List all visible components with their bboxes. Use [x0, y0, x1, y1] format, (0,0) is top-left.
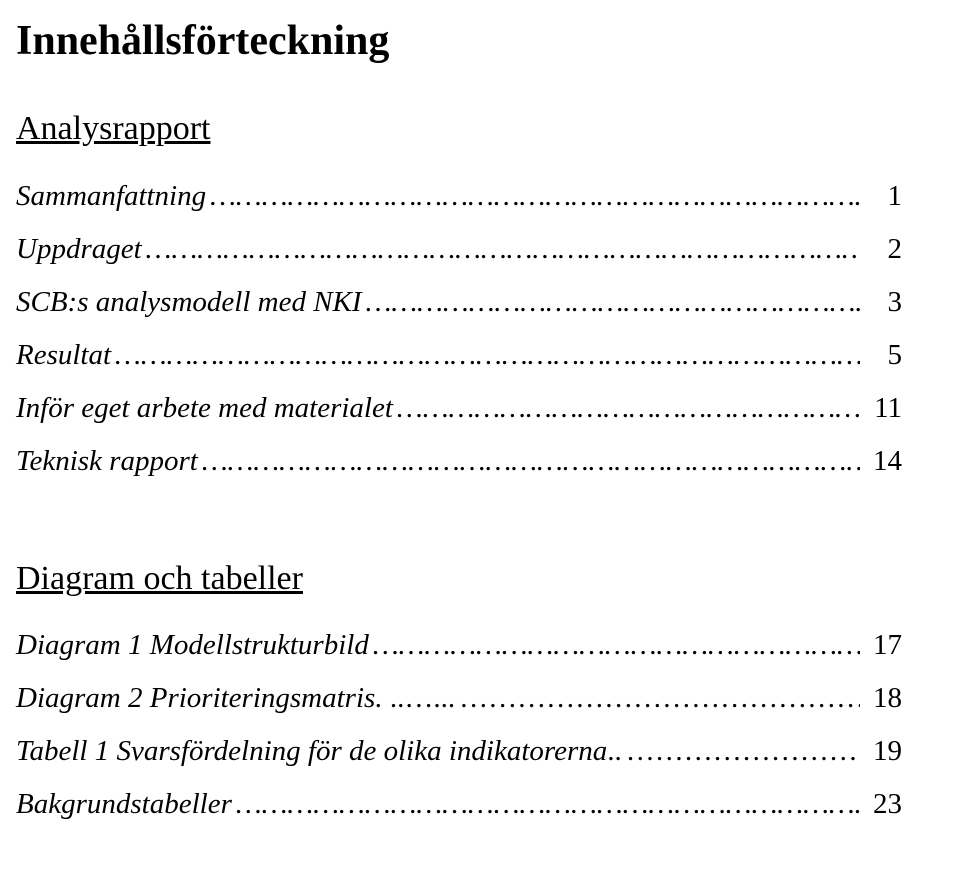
toc-leader: ……………………………………………………………………………………………: [111, 341, 860, 370]
toc-page-number: 14: [860, 447, 902, 476]
toc-leader: ……………………………………………………………………………………………: [206, 182, 860, 211]
toc-label: Tabell 1 Svarsfördelning för de olika in…: [16, 737, 622, 766]
toc-label: Diagram 2 Prioriteringsmatris. ..…...: [16, 684, 455, 713]
toc-entry-resultat: Resultat ……………………………………………………………………………………: [16, 341, 902, 370]
toc-leader: ……………………………………………………………………………………………: [362, 288, 860, 317]
toc-entry-infor-eget: Inför eget arbete med materialet ……………………: [16, 394, 902, 423]
toc-label: Uppdraget: [16, 235, 142, 264]
toc-leader: ……………………………………………………………………………………………: [455, 684, 860, 713]
toc-label: Teknisk rapport: [16, 447, 198, 476]
toc-entry-bakgrundstabeller: Bakgrundstabeller ……………………………………………………………: [16, 790, 902, 819]
toc-entry-diagram2: Diagram 2 Prioriteringsmatris. ..…... ………: [16, 684, 902, 713]
toc-entry-tabell1: Tabell 1 Svarsfördelning för de olika in…: [16, 737, 902, 766]
toc-label: Bakgrundstabeller: [16, 790, 232, 819]
toc-entry-uppdraget: Uppdraget …………………………………………………………………………………: [16, 235, 902, 264]
toc-leader: ……………………………………………………………………………………………: [142, 235, 860, 264]
toc-label-text: Tabell 1 Svarsfördelning för de olika in…: [16, 735, 607, 767]
toc-page-number: 1: [860, 182, 902, 211]
section-heading-diagram-tabeller: Diagram och tabeller: [16, 560, 902, 597]
toc-label: SCB:s analysmodell med NKI: [16, 288, 362, 317]
toc-page-number: 23: [860, 790, 902, 819]
toc-label-trail: ..…...: [390, 682, 455, 714]
toc-page-number: 5: [860, 341, 902, 370]
toc-page-number: 3: [860, 288, 902, 317]
toc-label: Resultat: [16, 341, 111, 370]
toc-label: Inför eget arbete med materialet: [16, 394, 393, 423]
toc-label-trail: ..: [607, 735, 622, 767]
toc-leader: ……………………………………………………………………………………………: [622, 737, 860, 766]
toc-page-number: 19: [860, 737, 902, 766]
toc-label: Diagram 1 Modellstrukturbild: [16, 631, 369, 660]
toc-page: Innehållsförteckning Analysrapport Samma…: [0, 0, 960, 879]
toc-entry-teknisk-rapport: Teknisk rapport …………………………………………………………………: [16, 447, 902, 476]
toc-page-number: 18: [860, 684, 902, 713]
toc-entry-sammanfattning: Sammanfattning ……………………………………………………………………: [16, 182, 902, 211]
toc-entry-scb-modell: SCB:s analysmodell med NKI ……………………………………: [16, 288, 902, 317]
section-heading-analysrapport: Analysrapport: [16, 110, 902, 147]
page-title: Innehållsförteckning: [16, 18, 902, 64]
toc-label-text: Diagram 2 Prioriteringsmatris.: [16, 682, 390, 714]
toc-leader: ……………………………………………………………………………………………: [198, 447, 860, 476]
toc-leader: ……………………………………………………………………………………………: [369, 631, 860, 660]
toc-leader: ……………………………………………………………………………………………: [393, 394, 860, 423]
toc-label: Sammanfattning: [16, 182, 206, 211]
toc-entry-diagram1: Diagram 1 Modellstrukturbild ………………………………: [16, 631, 902, 660]
toc-page-number: 17: [860, 631, 902, 660]
toc-leader: ……………………………………………………………………………………………: [232, 790, 860, 819]
toc-page-number: 2: [860, 235, 902, 264]
toc-page-number: 11: [860, 394, 902, 423]
